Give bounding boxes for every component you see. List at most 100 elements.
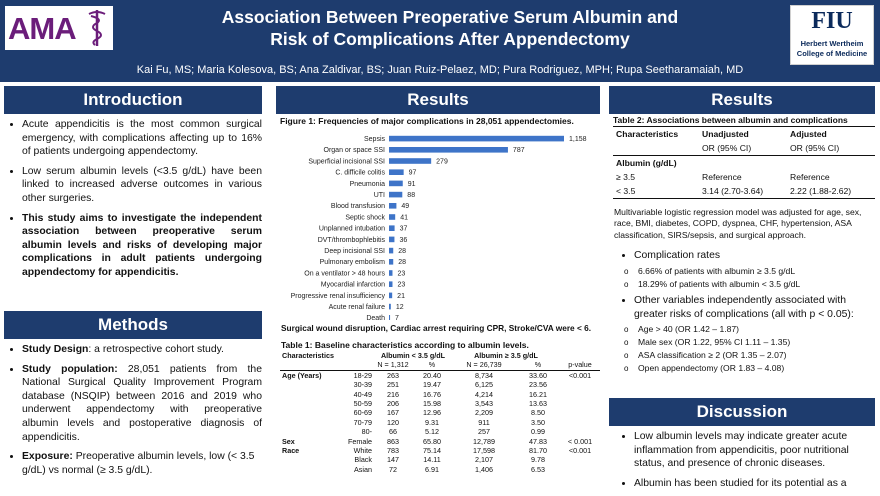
table-2-group-label: Albumin (g/dL): [613, 155, 875, 170]
bar: [389, 270, 393, 276]
associations-table: Characteristics Unadjusted Adjusted OR (…: [613, 126, 875, 199]
table-1-cell-n2: 17,598: [473, 446, 495, 456]
baseline-characteristics-table: Characteristics Albumin < 3.5 g/dL Album…: [280, 351, 600, 474]
table-2-cell: Reference: [790, 172, 830, 182]
table-1-cell-n2: 4,214: [475, 389, 493, 399]
introduction-body: Acute appendicitis is the most common su…: [6, 118, 262, 286]
bar-value-label: 88: [407, 192, 415, 199]
bar: [389, 214, 396, 220]
table-1-cell-n1: 263: [387, 370, 399, 380]
other-variables-title: Other variables independently associated…: [634, 294, 876, 321]
table-2-row: < 3.5 3.14 (2.70-3.64) 2.22 (1.88-2.62): [613, 184, 875, 199]
bar-value-label: 28: [398, 248, 406, 255]
table-1-cell-sub: 60-69: [353, 408, 372, 418]
poster-header: AMA Association Between Preoperative Ser…: [0, 0, 880, 82]
results-heading-right: Results: [609, 86, 875, 114]
table-1-cell-pval: <0.001: [568, 370, 592, 380]
bar-category-label: Unplanned intubation: [319, 226, 385, 233]
table-1-n-normal: N = 26,739: [452, 360, 516, 371]
bar: [389, 303, 391, 310]
discussion-heading: Discussion: [609, 398, 875, 426]
author-list: Kai Fu, MS; Maria Kolesova, BS; Ana Zald…: [136, 64, 744, 76]
table-1-cell-char: [280, 390, 338, 399]
table-1-cell-n1: 206: [387, 399, 399, 409]
table-1-cell-n1: 72: [389, 464, 397, 474]
bar-value-label: 28: [398, 259, 406, 266]
bar-value-label: 37: [400, 226, 408, 233]
bar: [389, 236, 395, 243]
bar: [389, 158, 432, 164]
table-2-sub-adjusted: OR (95% CI): [790, 143, 840, 153]
bar-category-label: Pneumonia: [350, 181, 386, 188]
discussion-bullet-2: Albumin has been studied for its potenti…: [634, 477, 876, 491]
complication-rates-section: Complication rates 6.66% of patients wit…: [614, 249, 876, 291]
discussion-bullet-1: Low albumin levels may indicate greater …: [634, 430, 876, 471]
bar-category-label: Pulmonary embolism: [320, 259, 386, 266]
table-1-cell-p2: 23.56: [529, 380, 547, 390]
table-1-cell-sub: 80-: [361, 427, 372, 437]
table-1-cell-pval: [560, 399, 600, 408]
table-1-cell-p2: 81.70: [529, 446, 547, 456]
table-1-cell-n2: 2,209: [475, 408, 493, 418]
table-1-cell-n1: 167: [387, 408, 399, 418]
table-1-row: 70-79 120 9.31 911 3.50: [280, 418, 600, 427]
table-2-row: ≥ 3.5 Reference Reference: [613, 170, 875, 184]
table-1-cell-p1: 12.96: [423, 408, 441, 418]
introduction-heading: Introduction: [4, 86, 262, 114]
other-variable-item: ASA classification ≥ 2 (OR 1.35 – 2.07): [624, 349, 876, 362]
table-2-group-row: Albumin (g/dL): [613, 155, 875, 170]
complications-bar-chart: Sepsis 1,158 Organ or space SSI 787 Superfic…: [291, 135, 587, 320]
methods-item-exposure-label: Exposure:: [22, 451, 73, 463]
bar-category-label: Acute renal failure: [329, 304, 386, 311]
complication-rate-item: 18.29% of patients with albumin < 3.5 g/…: [624, 278, 876, 291]
table-1-cell-sub: 70-79: [353, 417, 372, 427]
table-2-caption: Table 2: Associations between albumin an…: [613, 115, 848, 125]
table-1-cell-sub: 18-29: [353, 370, 372, 380]
fiu-logo-line-2: College of Medicine: [796, 49, 868, 58]
poster-title: Association Between Preoperative Serum A…: [140, 6, 760, 50]
table-1-cell-pval: [560, 390, 600, 399]
table-1-cell-p1: 16.76: [423, 389, 441, 399]
bar-category-label: Death: [366, 315, 385, 320]
bar-value-label: 41: [400, 214, 408, 221]
methods-item-exposure-text: Preoperative albumin levels, low (< 3.5 …: [22, 451, 255, 476]
methods-item-exposure: Exposure: Preoperative albumin levels, l…: [22, 450, 262, 477]
other-variable-item: Open appendectomy (OR 1.83 – 4.08): [624, 362, 876, 375]
table-2-header-row: Characteristics Unadjusted Adjusted: [613, 126, 875, 141]
bar-category-label: UTI: [374, 192, 385, 199]
other-variable-item: Male sex (OR 1.22, 95% CI 1.11 – 1.35): [624, 336, 876, 349]
table-1-row: 50-59 206 15.98 3,543 13.63: [280, 399, 600, 408]
table-2-sub-unadjusted: OR (95% CI): [702, 143, 752, 153]
table-1-cell-pval: [560, 408, 600, 417]
bar-value-label: 36: [399, 237, 407, 244]
table-1-cell-sub: 50-59: [353, 399, 372, 409]
bar-category-label: DVT/thrombophlebitis: [318, 237, 386, 244]
table-1-cell-n1: 863: [387, 436, 399, 446]
ama-logo: AMA: [5, 6, 113, 50]
table-1-cell-char: [280, 408, 338, 417]
table-1-cell-p2: 13.63: [529, 399, 547, 409]
table-1-cell-char: [280, 380, 338, 389]
table-1-cell-pval: [560, 418, 600, 427]
results-heading-middle: Results: [276, 86, 600, 114]
table-1-row: Age (Years) 18-29 263 20.40 8,734 33.60 <0.001: [280, 370, 600, 380]
bar-category-label: Deep incisional SSI: [324, 248, 385, 255]
table-1-cell-n2: 6,125: [475, 380, 493, 390]
table-1-row: Asian 72 6.91 1,406 6.53: [280, 465, 600, 474]
table-1-row: 60-69 167 12.96 2,209 8.50: [280, 408, 600, 417]
bar: [389, 281, 393, 287]
table-1-cell-p1: 5.12: [425, 427, 439, 437]
bar-value-label: 787: [513, 147, 525, 154]
table-1-cell-p2: 0.99: [531, 427, 545, 437]
table-1-header-characteristics: Characteristics: [282, 351, 334, 360]
table-1-cell-char: [280, 455, 338, 464]
table-1-row: Race White 783 75.14 17,598 81.70 <0.001: [280, 446, 600, 455]
table-1-cell-sub: Black: [354, 455, 372, 465]
table-1-cell-p1: 15.98: [423, 399, 441, 409]
table-1-cell-n2: 2,107: [475, 455, 493, 465]
table-1-cell-n2: 8,734: [475, 370, 493, 380]
table-1-cell-p2: 9.78: [531, 455, 545, 465]
bar: [389, 191, 403, 198]
bar-category-label: Superficial incisional SSI: [308, 158, 385, 165]
table-1-cell-n2: 3,543: [475, 399, 493, 409]
